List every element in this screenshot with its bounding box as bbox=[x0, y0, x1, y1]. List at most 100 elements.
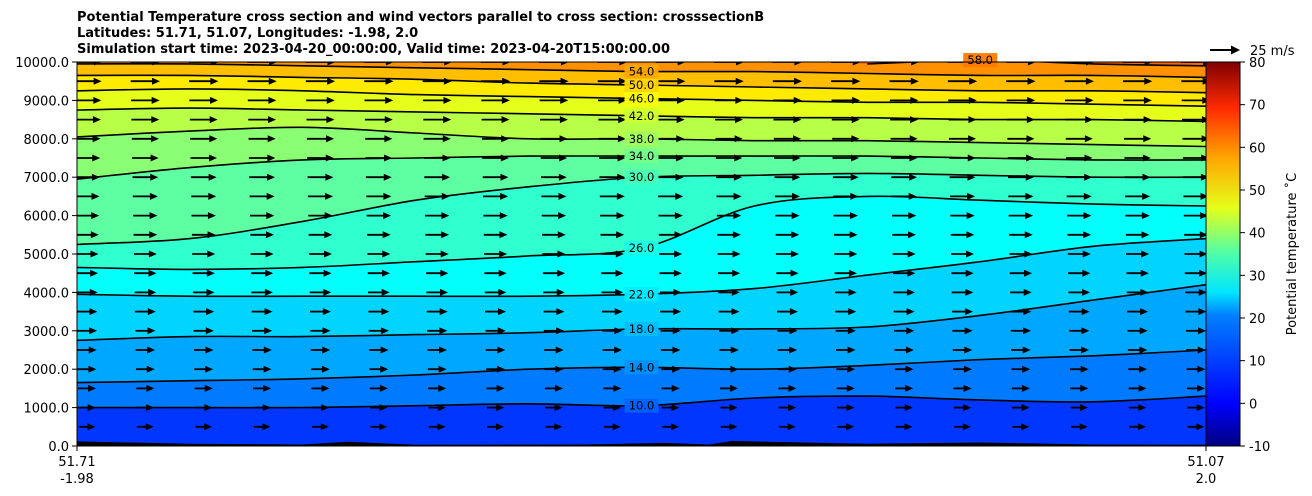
wind-vector-head bbox=[496, 384, 505, 392]
wind-vector-head bbox=[907, 250, 916, 258]
wind-vector-head bbox=[789, 346, 798, 354]
y-axis: 0.0 1000.0 2000.0 3000.0 4000.0 5000.0 6000.0 7… bbox=[15, 56, 77, 455]
wind-vector-head bbox=[1198, 327, 1206, 335]
wind-vector-head bbox=[268, 77, 277, 85]
wind-vector-head bbox=[1082, 288, 1091, 296]
wind-vector-head bbox=[326, 116, 335, 124]
wind-vector-head bbox=[267, 135, 276, 143]
wind-vector-head bbox=[324, 231, 333, 239]
wind-vector-head bbox=[554, 404, 563, 412]
x-tick-lat-1: 51.07 bbox=[1187, 455, 1224, 470]
wind-vector-head bbox=[207, 212, 216, 220]
title-line-1: Potential Temperature cross section and … bbox=[77, 10, 764, 25]
wind-vector-head bbox=[1140, 308, 1149, 316]
wind-vector-head bbox=[326, 96, 335, 104]
wind-vector-head bbox=[151, 96, 160, 104]
title-line-2: Latitudes: 51.71, 51.07, Longitudes: -1.… bbox=[77, 26, 418, 41]
terrain bbox=[77, 441, 1206, 446]
wind-vector-head bbox=[207, 250, 216, 258]
wind-vector-head bbox=[904, 404, 913, 412]
wind-vector-head bbox=[1080, 365, 1089, 373]
wind-vector-head bbox=[208, 192, 217, 200]
wind-vector-head bbox=[616, 212, 625, 220]
wind-vector-head bbox=[90, 269, 99, 277]
contour-label-bg bbox=[624, 321, 659, 336]
wind-vector-head bbox=[265, 231, 274, 239]
wind-vector-head bbox=[1022, 327, 1031, 335]
wind-vector-head bbox=[557, 231, 566, 239]
contour-label: 10.0 bbox=[629, 399, 655, 413]
wind-vector-head bbox=[383, 212, 392, 220]
wind-vector-head bbox=[322, 308, 331, 316]
wind-vector-head bbox=[440, 269, 449, 277]
wind-vector-head bbox=[1142, 192, 1151, 200]
wind-vector-head bbox=[852, 77, 861, 85]
wind-vector-head bbox=[1198, 288, 1206, 296]
wind-vector-head bbox=[791, 212, 800, 220]
wind-vector-head bbox=[1200, 192, 1206, 200]
wind-vector-head bbox=[149, 212, 158, 220]
wind-vector-head bbox=[560, 77, 569, 85]
wind-vector-head bbox=[1024, 269, 1033, 277]
wind-vector-head bbox=[93, 96, 102, 104]
wind-vector-head bbox=[146, 365, 155, 373]
wind-vector-head bbox=[730, 384, 739, 392]
wind-vector-head bbox=[966, 250, 975, 258]
wind-vector-head bbox=[672, 346, 681, 354]
wind-vector-head bbox=[616, 192, 625, 200]
wind-vector-head bbox=[384, 116, 393, 124]
wind-vector-head bbox=[206, 269, 215, 277]
wind-vector-head bbox=[321, 384, 330, 392]
colorbar-tick-label: 70 bbox=[1249, 99, 1266, 114]
wind-vector-head bbox=[735, 77, 744, 85]
wind-vector-head bbox=[792, 173, 801, 181]
wind-vector-head bbox=[733, 192, 742, 200]
wind-vector-head bbox=[732, 250, 741, 258]
wind-vector-head bbox=[92, 154, 101, 162]
wind-vector-head bbox=[439, 327, 448, 335]
wind-vector-head bbox=[148, 288, 157, 296]
wind-vector-head bbox=[911, 62, 920, 66]
wind-vector-head bbox=[150, 135, 159, 143]
wind-vector-head bbox=[791, 192, 800, 200]
wind-vector-head bbox=[205, 365, 214, 373]
wind-vector-head bbox=[385, 62, 394, 66]
wind-vector-head bbox=[383, 173, 392, 181]
wind-vector-head bbox=[618, 77, 627, 85]
wind-vector-head bbox=[906, 308, 915, 316]
colorbar: 80 70 60 50 40 30 20 10 0 -10 Potential temperatu… bbox=[1205, 56, 1300, 455]
wind-vector-head bbox=[1139, 327, 1148, 335]
wind-vector-head bbox=[1203, 62, 1206, 66]
y-tick-label: 10000.0 bbox=[15, 56, 69, 71]
wind-vector-head bbox=[1082, 269, 1091, 277]
wind-vector-head bbox=[790, 250, 799, 258]
wind-vector-head bbox=[1141, 212, 1150, 220]
wind-vector-head bbox=[1085, 96, 1094, 104]
wind-vector-head bbox=[614, 346, 623, 354]
wind-vector-head bbox=[502, 62, 511, 66]
wind-vector-head bbox=[677, 77, 686, 85]
wind-vector-head bbox=[151, 116, 160, 124]
wind-vector-head bbox=[205, 346, 214, 354]
y-tick-label: 9000.0 bbox=[24, 94, 70, 109]
y-tick-label: 7000.0 bbox=[24, 171, 70, 186]
wind-vector-head bbox=[849, 250, 858, 258]
wind-vector-head bbox=[326, 135, 335, 143]
wind-vector-head bbox=[384, 135, 393, 143]
wind-vector-head bbox=[1026, 135, 1035, 143]
wind-vector-head bbox=[385, 96, 394, 104]
wind-vector-head bbox=[846, 384, 855, 392]
wind-vector-head bbox=[147, 327, 156, 335]
wind-vector-head bbox=[1025, 192, 1034, 200]
wind-vector-head bbox=[438, 346, 447, 354]
wind-vector-head bbox=[208, 173, 217, 181]
figure-title: Potential Temperature cross section and … bbox=[77, 10, 764, 57]
colorbar-ticks: 80 70 60 50 40 30 20 10 0 -10 bbox=[1240, 56, 1270, 455]
wind-vector-head bbox=[496, 404, 505, 412]
wind-vectors bbox=[77, 62, 1206, 431]
wind-vector-head bbox=[848, 288, 857, 296]
y-tick-label: 5000.0 bbox=[24, 248, 70, 263]
wind-vector-head bbox=[206, 308, 215, 316]
fill-band-58 bbox=[836, 62, 1206, 66]
contour-label-bg bbox=[963, 53, 998, 68]
